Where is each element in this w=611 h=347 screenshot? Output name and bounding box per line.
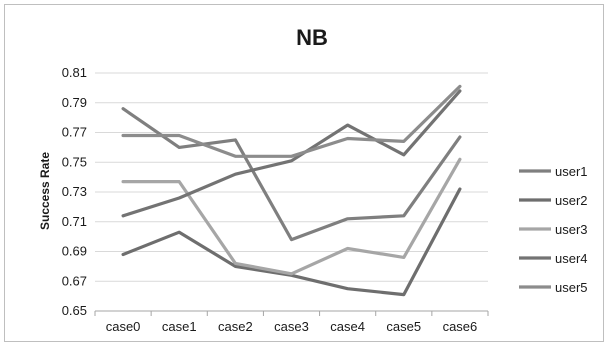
chart-frame: [4, 4, 604, 342]
x-tick-label: case4: [330, 319, 365, 334]
y-tick-label: 0.73: [62, 184, 87, 199]
series-line-user5: [121, 84, 462, 158]
chart-title: NB: [296, 25, 328, 50]
series-line-user1: [121, 107, 462, 242]
axes: 0.65 0.67 0.69 0.71 0.73 0.75 0.77 0.79 0.81 case…: [62, 65, 489, 334]
y-tick-label: 0.67: [62, 273, 87, 288]
legend-label-user5: user5: [555, 280, 588, 295]
y-axis-title: Success Rate: [38, 152, 52, 230]
legend-label-user1: user1: [555, 164, 588, 179]
y-tick-label: 0.75: [62, 154, 87, 169]
series-line-user3: [121, 157, 462, 276]
y-tick-label: 0.69: [62, 244, 87, 259]
series-line-user4: [121, 89, 462, 218]
x-tick-label: case3: [274, 319, 309, 334]
x-tick-label: case0: [106, 319, 141, 334]
x-tick-label: case6: [443, 319, 478, 334]
x-tick-label: case2: [218, 319, 253, 334]
legend-label-user3: user3: [555, 222, 588, 237]
y-tick-label: 0.77: [62, 125, 87, 140]
x-tick-label: case1: [162, 319, 197, 334]
series-lines: [121, 84, 462, 297]
legend-label-user4: user4: [555, 251, 588, 266]
legend-label-user2: user2: [555, 193, 588, 208]
y-tick-label: 0.79: [62, 95, 87, 110]
series-line-user2: [121, 187, 462, 297]
x-tick-label: case5: [386, 319, 421, 334]
y-tick-label: 0.81: [62, 65, 87, 80]
legend: user1 user2 user3 user4 user5: [519, 164, 588, 295]
y-tick-label: 0.71: [62, 214, 87, 229]
y-tick-label: 0.65: [62, 303, 87, 318]
